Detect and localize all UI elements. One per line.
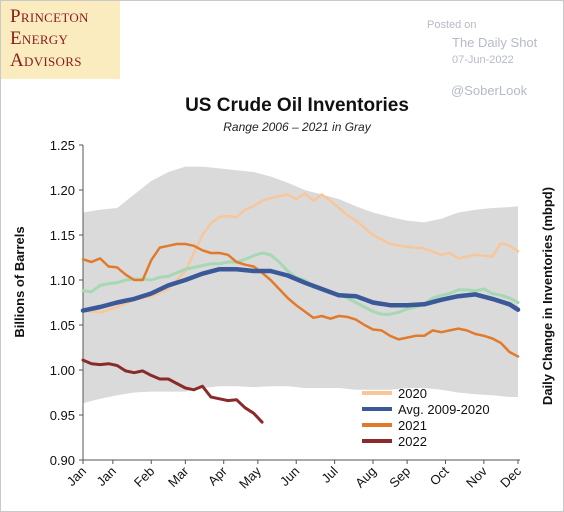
x-tick-label: May <box>236 463 264 491</box>
y-tick-label: 1.10 <box>50 273 75 288</box>
credit-handle: @SoberLook <box>451 83 528 98</box>
x-tick-label: Jan <box>94 464 119 489</box>
x-tick-label: Aug <box>352 464 379 491</box>
range-band <box>83 166 518 404</box>
y-tick-label: 0.90 <box>50 453 75 468</box>
x-tick-label: Oct <box>427 463 452 488</box>
legend-label: Avg. 2009-2020 <box>398 402 490 417</box>
y-tick-label: 1.20 <box>50 183 75 198</box>
credit-posted-on: Posted on <box>427 19 477 31</box>
y-tick-label: 1.05 <box>50 318 75 333</box>
x-tick-label: Dec <box>497 463 524 490</box>
series-2020-line <box>81 192 520 314</box>
x-tick-label: Nov <box>463 463 490 490</box>
y-tick-label: 0.95 <box>50 408 75 423</box>
x-tick-label: Sep <box>386 464 413 491</box>
credit-source: The Daily Shot <box>452 35 538 50</box>
logo-line-2: Energy <box>10 28 69 49</box>
y-axis-label: Billions of Barrels <box>12 226 27 337</box>
y-tick-label: 1.15 <box>50 228 75 243</box>
princeton-energy-advisors-logo: Princeton Energy Advisors <box>1 1 120 79</box>
logo-line-1: Princeton <box>10 6 89 27</box>
y2-axis-label: Daily Change in Inventories (mbpd) <box>540 187 555 405</box>
legend-label: 2021 <box>398 418 427 433</box>
y-tick-label: 1.00 <box>50 363 75 378</box>
x-tick-label: Mar <box>165 463 192 490</box>
series-avg-2009-2020-line <box>80 266 521 313</box>
chart-title: US Crude Oil Inventories <box>185 95 409 116</box>
x-tick-label: Apr <box>205 463 230 488</box>
x-tick-label: Jul <box>318 463 340 485</box>
x-tick-label: Feb <box>131 464 157 490</box>
y-tick-label: 1.25 <box>50 138 75 153</box>
logo-line-3: Advisors <box>10 50 82 71</box>
series-2022-line <box>81 358 264 424</box>
legend-label: 2020 <box>398 386 427 401</box>
credit-date: 07-Jun-2022 <box>452 54 514 66</box>
chart-subtitle: Range 2006 – 2021 in Gray <box>223 120 371 134</box>
x-tick-label: Jun <box>277 464 302 489</box>
legend-label: 2022 <box>398 434 427 449</box>
series-2021-line <box>81 242 520 358</box>
